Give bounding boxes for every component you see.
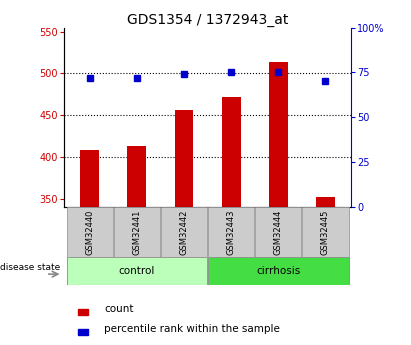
Text: GSM32442: GSM32442: [180, 209, 189, 255]
Bar: [269, 62, 288, 207]
Bar: [161, 207, 207, 257]
Bar: [114, 207, 160, 257]
Bar: [208, 207, 254, 257]
Text: percentile rank within the sample: percentile rank within the sample: [104, 324, 280, 334]
Bar: [78, 329, 88, 335]
Text: GSM32443: GSM32443: [226, 209, 236, 255]
Text: GSM32444: GSM32444: [274, 209, 283, 255]
Title: GDS1354 / 1372943_at: GDS1354 / 1372943_at: [127, 12, 288, 27]
Bar: [78, 309, 88, 315]
Bar: [255, 207, 301, 257]
Text: count: count: [104, 304, 134, 314]
Bar: [208, 257, 349, 285]
Bar: [67, 207, 113, 257]
Text: GSM32445: GSM32445: [321, 209, 330, 255]
Bar: [222, 97, 240, 207]
Bar: [316, 197, 335, 207]
Text: control: control: [119, 266, 155, 276]
Bar: [67, 257, 207, 285]
Text: GSM32440: GSM32440: [85, 209, 94, 255]
Text: cirrhosis: cirrhosis: [256, 266, 300, 276]
Text: disease state: disease state: [0, 263, 60, 272]
Bar: [127, 146, 146, 207]
Bar: [175, 110, 194, 207]
Bar: [302, 207, 349, 257]
Text: GSM32441: GSM32441: [132, 209, 141, 255]
Bar: [80, 150, 99, 207]
